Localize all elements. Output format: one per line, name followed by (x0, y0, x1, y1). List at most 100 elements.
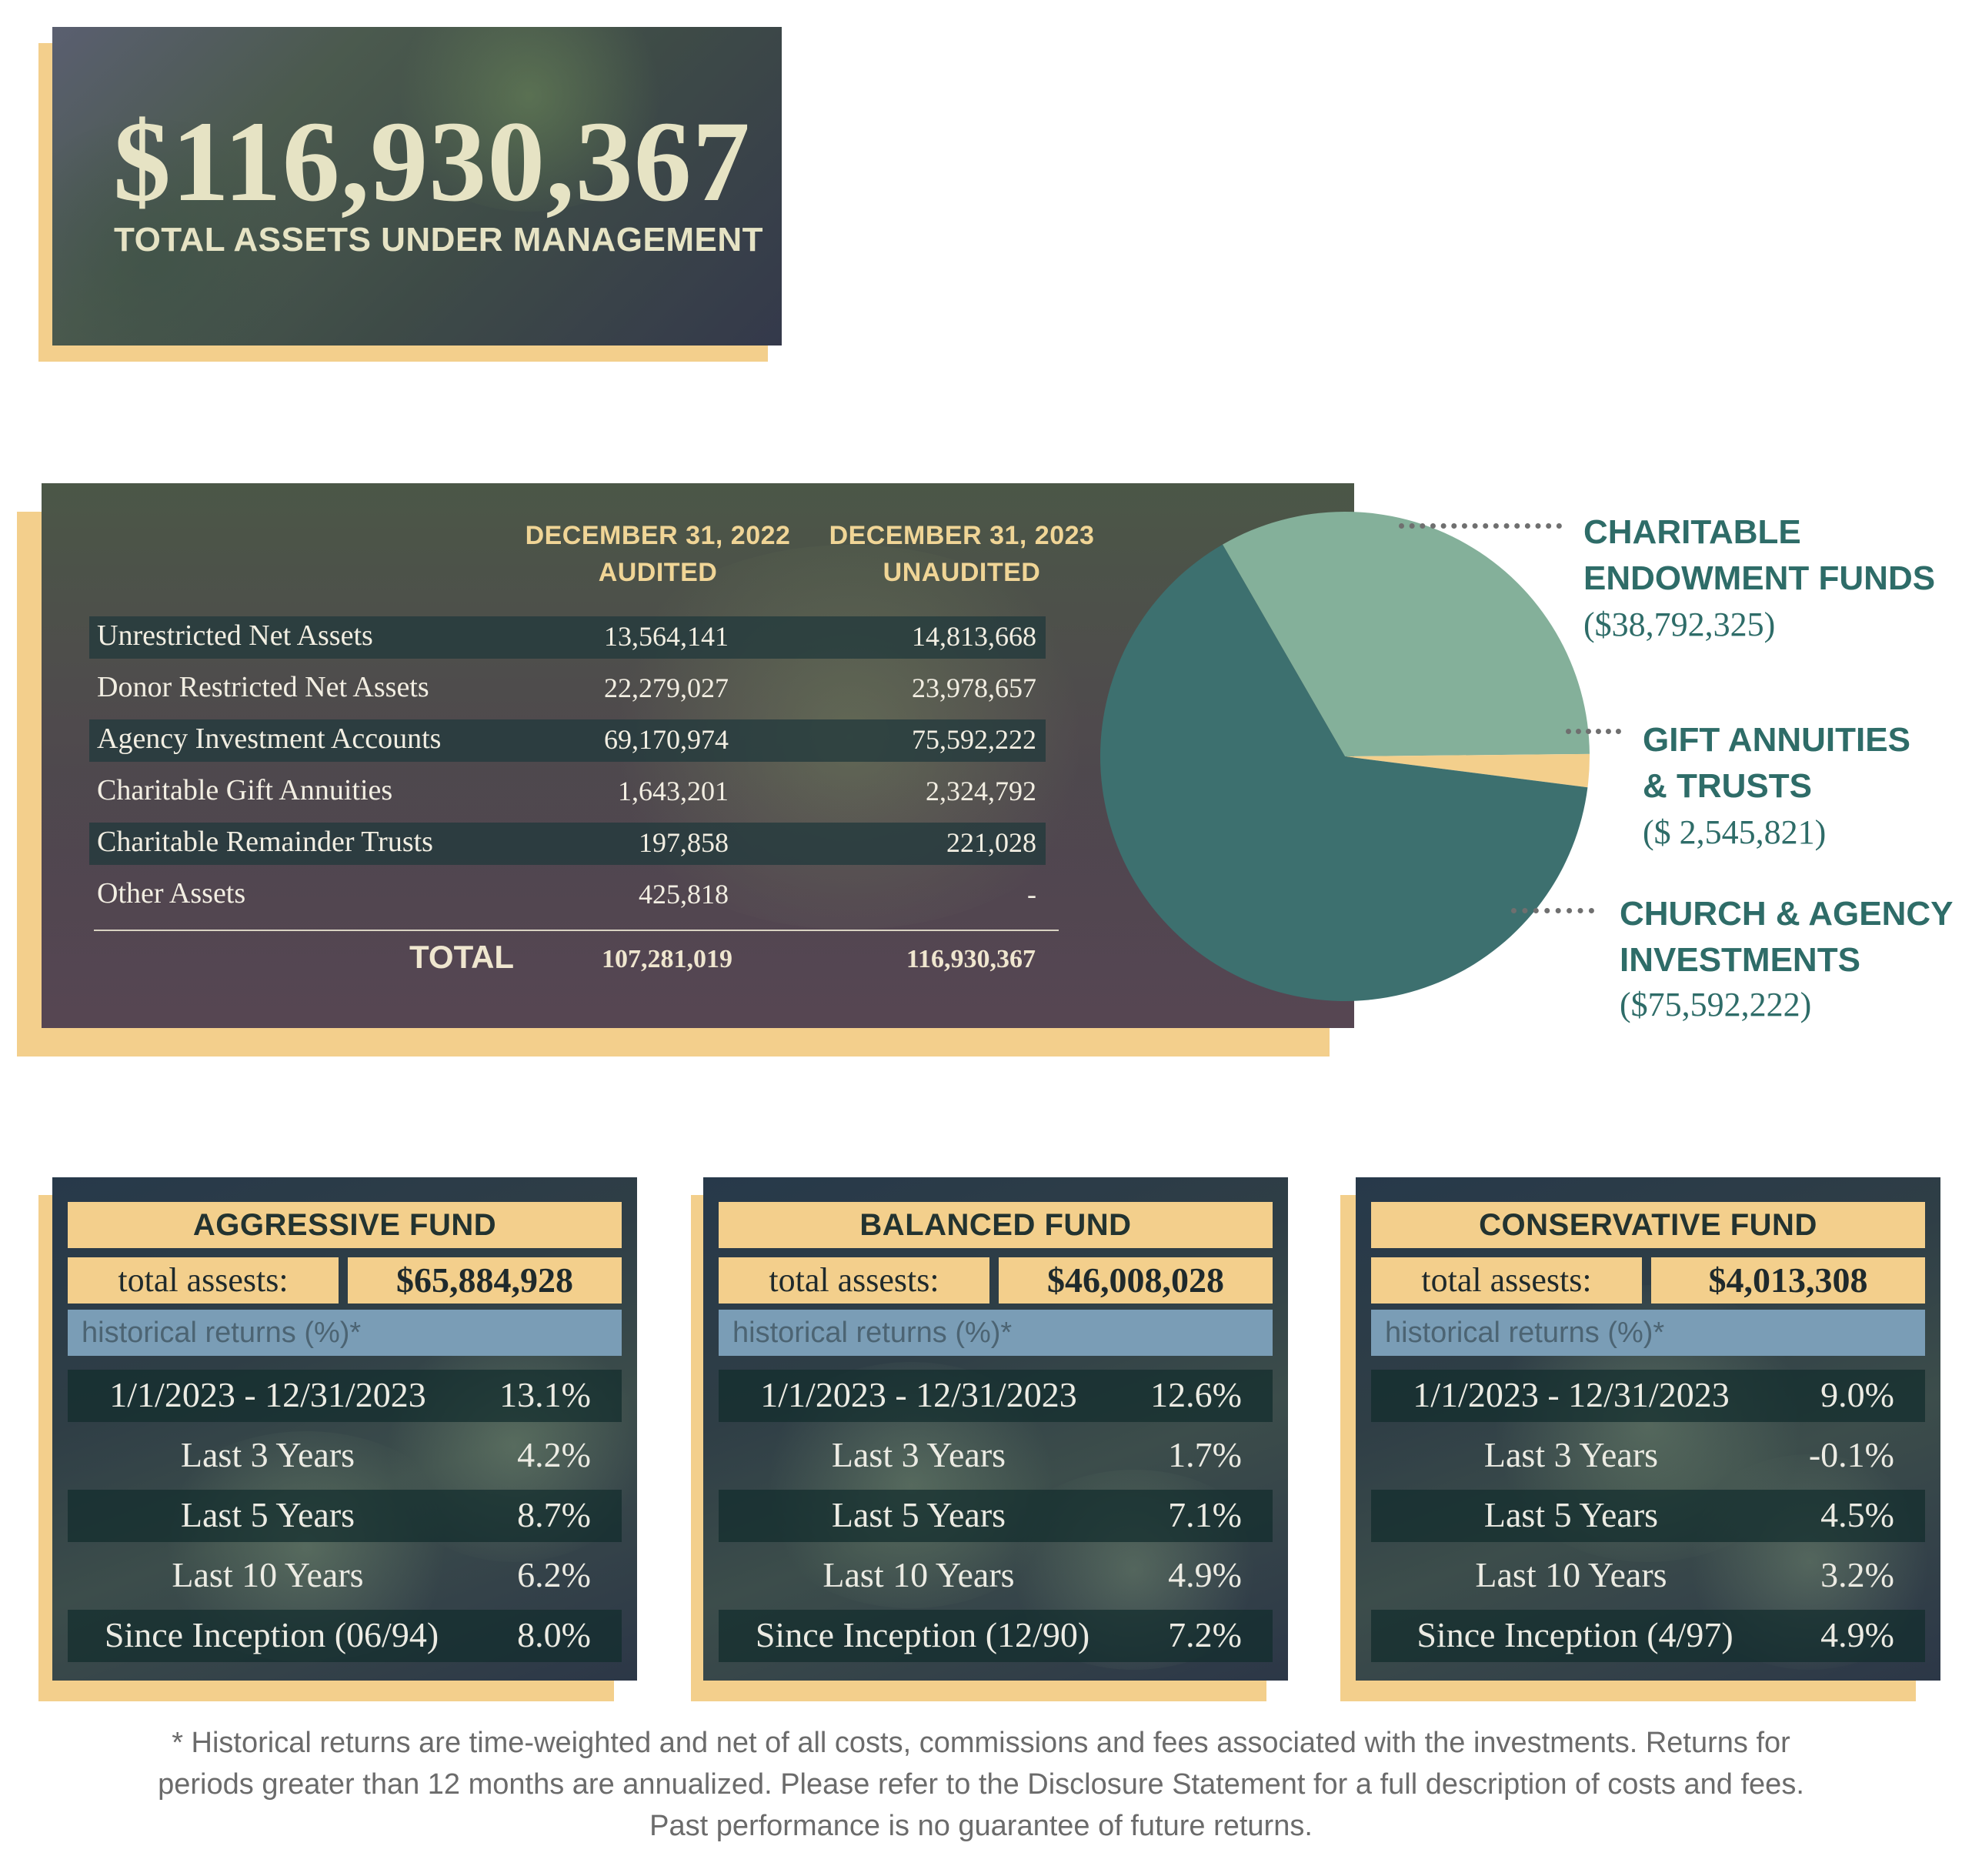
hero-label: TOTAL ASSETS UNDER MANAGEMENT (114, 221, 764, 259)
return-value: 4.9% (1820, 1615, 1894, 1654)
return-period: 1/1/2023 - 12/31/2023 (1413, 1375, 1730, 1414)
row-value-2023: - (1027, 879, 1036, 910)
return-row: 1/1/2023 - 12/31/2023 13.1% (68, 1370, 622, 1422)
return-period: Last 3 Years (180, 1435, 355, 1474)
table-row: Agency Investment Accounts 69,170,974 75… (89, 719, 1046, 762)
pie-slice-endowment (1223, 512, 1590, 756)
pie-label-church-line1: CHURCH & AGENCY (1620, 895, 1954, 933)
return-value: 3.2% (1820, 1555, 1894, 1594)
return-value: 9.0% (1820, 1375, 1894, 1414)
pie-label-church-line2: INVESTMENTS (1620, 941, 1860, 979)
pie-label-endowment-line2: ENDOWMENT FUNDS (1583, 559, 1936, 597)
return-period: Last 10 Years (172, 1555, 364, 1594)
total-assets-label: total assests: (1371, 1257, 1642, 1304)
row-label: Unrestricted Net Assets (97, 619, 373, 652)
return-value: 4.2% (517, 1435, 591, 1474)
return-period: Last 5 Years (1483, 1495, 1659, 1534)
return-row: 1/1/2023 - 12/31/2023 12.6% (719, 1370, 1273, 1422)
return-value: 1.7% (1168, 1435, 1242, 1474)
return-period: Last 5 Years (180, 1495, 355, 1534)
return-row: Last 5 Years 8.7% (68, 1490, 622, 1542)
row-value-2022: 197,858 (639, 827, 729, 858)
pie-value-endowment: ($38,792,325) (1583, 606, 1776, 643)
row-value-2022: 425,818 (639, 879, 729, 910)
return-period: Last 10 Years (1475, 1555, 1667, 1594)
row-value-2023: 2,324,792 (926, 776, 1036, 806)
total-assets-label: total assests: (719, 1257, 989, 1304)
leader-line-church (1511, 908, 1594, 913)
pie-label-annuities-line2: & TRUSTS (1643, 767, 1812, 805)
total-value-2023: 116,930,367 (906, 945, 1036, 973)
row-label: Donor Restricted Net Assets (97, 671, 429, 703)
total-assets-value: $65,884,928 (348, 1257, 622, 1304)
return-period: Since Inception (12/90) (755, 1615, 1090, 1654)
return-value: 4.9% (1168, 1555, 1242, 1594)
fund-title: BALANCED FUND (719, 1202, 1273, 1248)
row-value-2022: 22,279,027 (604, 673, 729, 703)
return-period: Last 3 Years (1483, 1435, 1659, 1474)
total-value-2022: 107,281,019 (602, 945, 732, 973)
return-period: Last 3 Years (831, 1435, 1006, 1474)
return-value: 4.5% (1820, 1495, 1894, 1534)
return-row: Last 10 Years 3.2% (1371, 1550, 1925, 1602)
row-value-2022: 13,564,141 (604, 621, 729, 652)
pie-label-annuities-line1: GIFT ANNUITIES (1643, 721, 1910, 759)
fund-card-conservative: CONSERVATIVE FUND total assests: $4,013,… (1356, 1177, 1940, 1681)
row-value-2023: 75,592,222 (912, 724, 1036, 755)
pie-label-endowment: CHARITABLE ENDOWMENT FUNDS (1583, 509, 1935, 602)
fund-card-aggressive: AGGRESSIVE FUND total assests: $65,884,9… (52, 1177, 637, 1681)
col-header-2022-date: DECEMBER 31, 2022 (525, 521, 791, 550)
col-header-2023-status: UNAUDITED (883, 558, 1041, 587)
return-row: Since Inception (06/94) 8.0% (68, 1610, 622, 1662)
row-label: Agency Investment Accounts (97, 723, 442, 755)
return-period: Since Inception (06/94) (104, 1615, 439, 1654)
row-label: Other Assets (97, 877, 246, 910)
fund-card-balanced: BALANCED FUND total assests: $46,008,028… (703, 1177, 1288, 1681)
return-value: 8.7% (517, 1495, 591, 1534)
return-value: 7.2% (1168, 1615, 1242, 1654)
return-period: Last 10 Years (823, 1555, 1015, 1594)
return-row: Last 3 Years -0.1% (1371, 1430, 1925, 1482)
footnote-line-3: Past performance is no guarantee of futu… (649, 1810, 1313, 1842)
row-value-2023: 23,978,657 (912, 673, 1036, 703)
historical-returns-header: historical returns (%)* (68, 1310, 622, 1356)
row-label: Charitable Gift Annuities (97, 774, 393, 806)
table-row: Other Assets 425,818 - (89, 874, 1046, 916)
col-header-2022-status: AUDITED (598, 558, 718, 587)
footnote-line-1: * Historical returns are time-weighted a… (172, 1727, 1790, 1759)
return-row: 1/1/2023 - 12/31/2023 9.0% (1371, 1370, 1925, 1422)
return-value: 6.2% (517, 1555, 591, 1594)
row-label: Charitable Remainder Trusts (97, 826, 433, 858)
return-row: Since Inception (12/90) 7.2% (719, 1610, 1273, 1662)
return-row: Last 5 Years 4.5% (1371, 1490, 1925, 1542)
fund-title: CONSERVATIVE FUND (1371, 1202, 1925, 1248)
return-row: Since Inception (4/97) 4.9% (1371, 1610, 1925, 1662)
return-value: 13.1% (499, 1375, 591, 1414)
pie-slice-church (1100, 544, 1588, 1001)
hero-amount: $116,930,367 (113, 98, 751, 225)
hero-panel: $116,930,367 TOTAL ASSETS UNDER MANAGEME… (52, 27, 782, 345)
pie-value-annuities: ($ 2,545,821) (1643, 813, 1827, 851)
total-assets-value: $4,013,308 (1651, 1257, 1925, 1304)
return-value: 8.0% (517, 1615, 591, 1654)
historical-returns-header: historical returns (%)* (1371, 1310, 1925, 1356)
table-row: Unrestricted Net Assets 13,564,141 14,81… (89, 616, 1046, 659)
table-row: Charitable Remainder Trusts 197,858 221,… (89, 823, 1046, 865)
pie-label-church: CHURCH & AGENCY INVESTMENTS (1620, 891, 1954, 983)
footnote: * Historical returns are time-weighted a… (46, 1722, 1916, 1847)
return-row: Last 3 Years 1.7% (719, 1430, 1273, 1482)
total-assets-label: total assests: (68, 1257, 339, 1304)
row-value-2023: 14,813,668 (912, 621, 1036, 652)
return-value: -0.1% (1808, 1435, 1894, 1474)
return-period: 1/1/2023 - 12/31/2023 (760, 1375, 1077, 1414)
row-value-2022: 1,643,201 (618, 776, 729, 806)
return-period: Last 5 Years (831, 1495, 1006, 1534)
table-row: Charitable Gift Annuities 1,643,201 2,32… (89, 771, 1046, 813)
pie-label-endowment-line1: CHARITABLE (1583, 513, 1801, 551)
total-label: TOTAL (409, 939, 515, 975)
row-value-2023: 221,028 (946, 827, 1036, 858)
col-header-2023: DECEMBER 31, 2023 UNAUDITED (823, 517, 1100, 591)
pie-value-church: ($75,592,222) (1620, 986, 1812, 1023)
table-row: Donor Restricted Net Assets 22,279,027 2… (89, 668, 1046, 710)
col-header-2023-date: DECEMBER 31, 2023 (829, 521, 1095, 550)
